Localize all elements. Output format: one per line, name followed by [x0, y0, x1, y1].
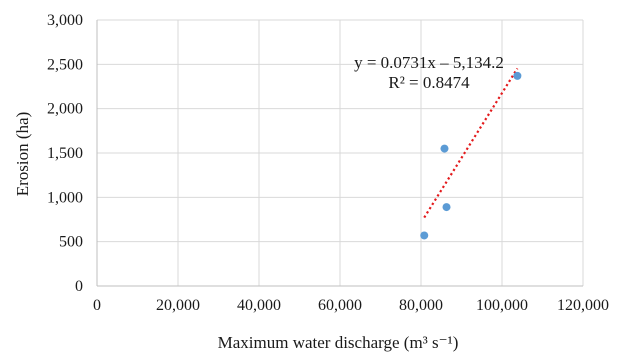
y-tick-label: 2,000	[47, 101, 83, 118]
y-tick-label: 1,500	[47, 145, 83, 162]
y-tick-label: 0	[75, 278, 83, 295]
y-tick-labels: 0 500 1,000 1,500 2,000 2,500 3,000	[47, 12, 83, 295]
x-tick-label: 100,000	[476, 297, 528, 314]
y-tick-label: 2,500	[47, 56, 83, 73]
trendline-group	[423, 67, 519, 219]
y-axis-title: Erosion (ha)	[13, 112, 32, 197]
data-point	[440, 144, 449, 153]
y-tick-label: 500	[59, 234, 83, 251]
r-squared-label: R² = 0.8474	[388, 73, 470, 92]
data-point	[420, 231, 429, 240]
trendline-equation: y = 0.0731x – 5,134.2	[354, 53, 504, 72]
x-tick-label: 0	[93, 297, 101, 314]
gridlines	[97, 19, 584, 286]
data-point	[442, 203, 451, 212]
x-tick-label: 120,000	[557, 297, 609, 314]
x-axis-title: Maximum water discharge (m³ s⁻¹)	[218, 333, 459, 352]
x-tick-label: 60,000	[318, 297, 362, 314]
x-tick-label: 80,000	[399, 297, 443, 314]
data-point	[513, 71, 522, 80]
x-tick-labels: 0 20,000 40,000 60,000 80,000 100,000 120,000	[93, 297, 609, 314]
y-tick-label: 3,000	[47, 12, 83, 29]
axes	[96, 20, 583, 287]
trendline	[423, 67, 519, 219]
data-points	[420, 71, 522, 240]
x-tick-label: 20,000	[156, 297, 200, 314]
y-tick-label: 1,000	[47, 189, 83, 206]
x-tick-label: 40,000	[237, 297, 281, 314]
